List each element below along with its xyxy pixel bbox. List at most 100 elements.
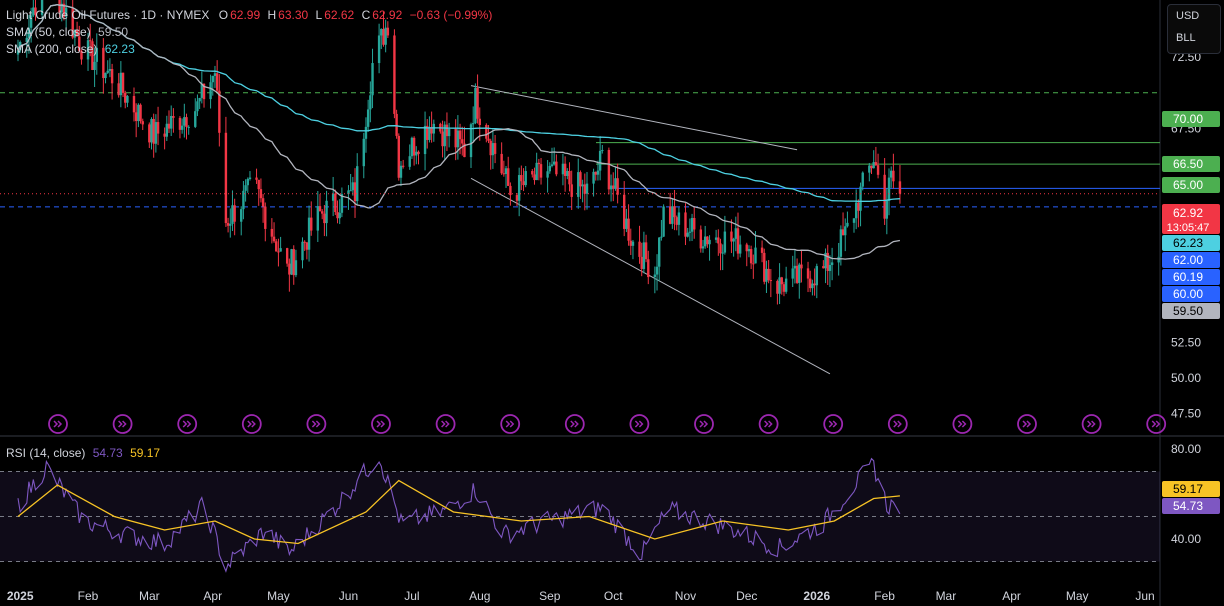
- candle-body: [841, 229, 845, 236]
- candle-body: [579, 172, 582, 187]
- candle-body: [688, 231, 692, 233]
- rsi-badge: 54.73: [1173, 499, 1203, 513]
- candle-body: [29, 15, 33, 28]
- candle-body: [277, 251, 280, 253]
- ohlc-high-value: 63.30: [278, 8, 309, 22]
- candle-body: [898, 181, 902, 194]
- rsi-value: 54.73: [92, 446, 123, 460]
- candle-body: [108, 68, 112, 71]
- candle-body: [211, 75, 214, 83]
- candle-body: [366, 109, 370, 127]
- candle-body: [846, 222, 849, 227]
- candle-body: [163, 133, 166, 137]
- candle-body: [776, 281, 779, 294]
- candle-body: [747, 249, 751, 252]
- price-label-bg: [1162, 177, 1220, 193]
- candle-body: [647, 259, 650, 278]
- candle-body: [169, 115, 173, 129]
- candle-body: [765, 268, 768, 282]
- candle-body: [596, 170, 600, 175]
- candle-body: [432, 123, 436, 134]
- candle-body: [478, 118, 481, 126]
- candle-body: [178, 117, 182, 130]
- candle-body: [257, 179, 260, 190]
- event-arrows: [182, 420, 192, 428]
- candle-body: [64, 7, 68, 17]
- candle-body: [686, 232, 689, 237]
- candle-body: [778, 277, 781, 294]
- candle-body: [325, 200, 328, 224]
- candle-body: [839, 229, 843, 257]
- unit-label[interactable]: BLL: [1176, 32, 1196, 44]
- candle-body: [517, 175, 521, 201]
- price-label-70.00: 70.00: [1173, 112, 1203, 126]
- candle-body: [784, 278, 788, 292]
- event-arrows: [699, 420, 709, 428]
- event-arrows: [53, 420, 63, 428]
- ohlc-low-label: L: [315, 8, 323, 22]
- candle-body: [708, 239, 711, 245]
- rsi-label: RSI (14, close): [6, 446, 86, 460]
- candle-body: [857, 202, 860, 211]
- candle-body: [301, 241, 304, 261]
- sma200-value: 62.23: [104, 42, 135, 56]
- event-circle: [371, 414, 391, 434]
- candle-body: [279, 248, 282, 252]
- candle-body: [607, 149, 611, 190]
- event-arrows: [957, 420, 967, 428]
- event-arrows: [893, 420, 902, 428]
- candle-body: [561, 163, 565, 175]
- candle-body: [693, 217, 696, 230]
- candle-body: [141, 121, 144, 125]
- price-label-bg: [1162, 235, 1220, 251]
- sma50-legend[interactable]: SMA (50, close) 59.50: [6, 25, 128, 40]
- candle-body: [124, 92, 127, 103]
- candle-body: [487, 138, 490, 141]
- sma200-label: SMA (200, close): [6, 42, 98, 56]
- candle-body: [172, 115, 175, 118]
- time-tick-label: Oct: [604, 589, 623, 603]
- candle-body: [760, 247, 764, 253]
- candle-body: [791, 268, 794, 279]
- candle-body: [461, 139, 464, 144]
- event-arrows: [634, 420, 644, 428]
- event-marker-icon: [177, 414, 198, 434]
- candle-body: [830, 262, 834, 265]
- candle-body: [627, 218, 630, 241]
- candle-body: [165, 123, 169, 137]
- candle-body: [34, 7, 37, 15]
- time-tick-label: Apr: [203, 589, 222, 603]
- rsi-legend[interactable]: RSI (14, close) 54.73 59.17: [6, 446, 160, 461]
- price-label-bg: [1162, 269, 1220, 285]
- candle-body: [255, 177, 258, 180]
- candle-body: [117, 83, 120, 96]
- candle-body: [537, 162, 541, 165]
- event-circle: [629, 414, 650, 434]
- candle-body: [183, 117, 186, 126]
- candle-body: [154, 122, 158, 144]
- candle-body: [150, 118, 153, 143]
- event-circle: [1081, 414, 1102, 434]
- candle-body: [583, 184, 587, 194]
- event-arrows: [311, 420, 321, 428]
- candle-body: [226, 223, 230, 226]
- candle-body: [156, 122, 160, 134]
- candle-body: [290, 249, 293, 275]
- sma200-legend[interactable]: SMA (200, close) 62.23: [6, 42, 135, 57]
- candle-body: [719, 243, 722, 254]
- price-tick-label: 50.00: [1171, 371, 1201, 385]
- event-marker-icon: [758, 414, 779, 434]
- sma50-label: SMA (50, close): [6, 25, 91, 39]
- rsi-ma-value: 59.17: [130, 446, 161, 460]
- event-circle: [177, 414, 198, 434]
- candle-body: [132, 96, 136, 113]
- candle-body: [198, 97, 201, 102]
- currency-label[interactable]: USD: [1176, 10, 1200, 22]
- candle-body: [861, 172, 864, 187]
- event-marker-icon: [887, 414, 908, 434]
- rsi-ma-line: [17, 479, 900, 545]
- currency-unit-box[interactable]: USD BLL: [1167, 4, 1221, 54]
- candle-body: [32, 7, 35, 16]
- candle-body: [58, 0, 61, 13]
